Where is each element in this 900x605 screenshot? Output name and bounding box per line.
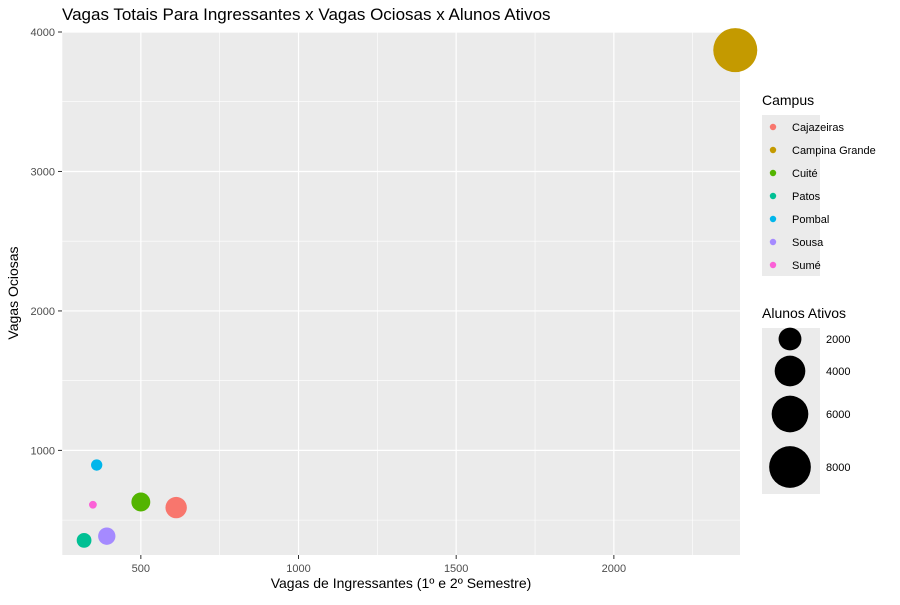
legend-campus-key (769, 238, 777, 246)
legend-size-key (769, 446, 811, 488)
data-point (165, 496, 187, 519)
y-tick-label: 4000 (31, 27, 55, 39)
data-point (98, 527, 116, 545)
chart-title: Vagas Totais Para Ingressantes x Vagas O… (62, 5, 551, 24)
legend-campus-label: Patos (792, 191, 821, 203)
legend-campus-key (769, 215, 777, 223)
x-tick-label: 1000 (286, 563, 310, 575)
legend-size-key (771, 395, 809, 433)
legend-size-label: 8000 (826, 462, 850, 474)
y-tick-label: 1000 (31, 445, 55, 457)
legend-size-key (778, 327, 802, 351)
x-axis-label: Vagas de Ingressantes (1º e 2º Semestre) (271, 575, 532, 591)
legend-size-label: 4000 (826, 366, 850, 378)
data-point (89, 500, 97, 509)
data-point (76, 532, 92, 548)
x-tick-label: 1500 (444, 563, 468, 575)
legend-size-key (774, 355, 806, 387)
legend-campus-key (769, 169, 777, 177)
legend-campus-title: Campus (762, 92, 814, 108)
legend-campus-label: Sumé (792, 260, 821, 272)
legend-campus-label: Campina Grande (792, 145, 876, 157)
data-point (91, 459, 103, 471)
y-tick-label: 3000 (31, 166, 55, 178)
y-tick-label: 2000 (31, 306, 55, 318)
legend-campus-label: Pombal (792, 214, 829, 226)
legend-campus-key (769, 261, 777, 269)
y-axis-label: Vagas Ociosas (5, 246, 21, 339)
legend-campus: Campus Cajazeiras Campina Grande Cuité Pato… (762, 92, 876, 276)
data-point (713, 28, 758, 73)
data-point (131, 492, 151, 512)
legend-campus-key (769, 192, 777, 200)
legend-campus-label: Cuité (792, 168, 818, 180)
legend-campus-key (769, 123, 777, 131)
legend-campus-label: Sousa (792, 237, 824, 249)
legend-size-title: Alunos Ativos (762, 305, 846, 321)
legend-campus-key (769, 146, 777, 154)
x-tick-label: 2000 (602, 563, 626, 575)
axis-ticks: 500 1000 1500 2000 1000 2000 3000 4000 (31, 27, 627, 575)
legend-size-label: 6000 (826, 409, 850, 421)
x-tick-label: 500 (132, 563, 150, 575)
legend-size-label: 2000 (826, 334, 850, 346)
data-points (76, 28, 758, 548)
legend-campus-label: Cajazeiras (792, 122, 844, 134)
legend-alunos-ativos: Alunos Ativos 2000 4000 6000 8000 (762, 305, 850, 494)
grid-major (62, 31, 740, 555)
plot-panel (62, 32, 740, 555)
grid-minor (61, 32, 740, 555)
